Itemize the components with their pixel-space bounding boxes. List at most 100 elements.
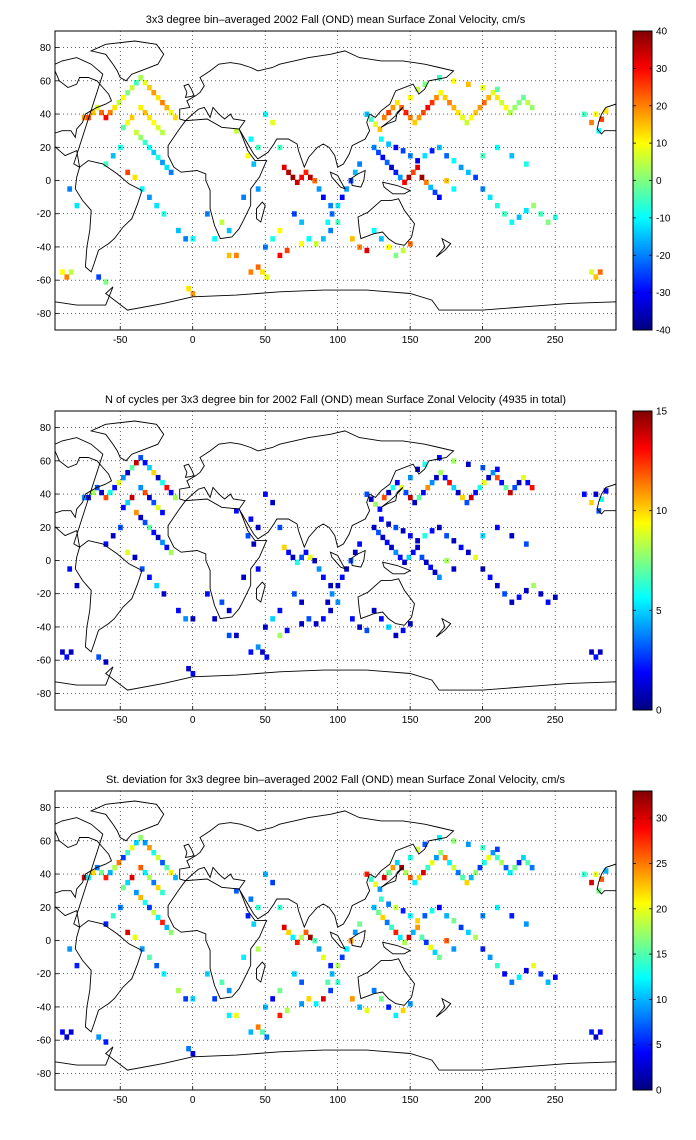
data-bin <box>447 479 452 486</box>
data-bin <box>480 186 486 192</box>
data-bin <box>110 533 116 539</box>
data-bin <box>64 274 70 280</box>
data-bin <box>299 219 305 225</box>
data-bin <box>581 111 587 117</box>
data-bin <box>357 161 362 167</box>
data-bin <box>352 549 358 556</box>
data-bin <box>129 874 135 881</box>
data-bin <box>90 869 96 876</box>
data-bin <box>499 99 505 106</box>
data-bin <box>103 874 109 881</box>
data-bin <box>107 109 113 116</box>
data-bin <box>234 888 239 894</box>
data-bin <box>465 549 471 556</box>
data-bin <box>103 114 109 121</box>
data-bin <box>307 174 313 181</box>
data-bin <box>151 849 157 856</box>
data-bin <box>138 484 144 491</box>
data-bin <box>494 466 500 473</box>
data-bin <box>74 962 80 969</box>
data-bin <box>460 874 465 881</box>
data-bin <box>138 455 144 461</box>
data-bin <box>525 99 531 106</box>
data-bin <box>234 632 239 639</box>
data-bin <box>397 934 403 941</box>
x-tick-label: 0 <box>190 715 196 726</box>
data-bin <box>468 114 474 121</box>
data-bin <box>545 219 551 225</box>
x-tick-label: 100 <box>329 715 346 726</box>
data-bin <box>477 104 483 111</box>
data-bin <box>328 582 333 589</box>
data-bin <box>260 1029 265 1035</box>
x-tick-label: -50 <box>113 715 128 726</box>
data-bin <box>394 479 400 486</box>
data-bin <box>96 1034 102 1040</box>
data-bin <box>597 269 603 275</box>
data-bin <box>306 996 312 1002</box>
x-tick-label: -50 <box>113 335 128 346</box>
data-bin <box>255 524 261 531</box>
data-bin <box>147 874 152 881</box>
data-bin <box>364 627 370 634</box>
colorbar-tick-label: 0 <box>656 1086 662 1097</box>
coastline <box>357 198 415 246</box>
data-bin <box>190 236 196 242</box>
data-bin <box>415 86 420 93</box>
data-bin <box>364 491 370 497</box>
data-bin <box>486 854 492 861</box>
data-bin <box>234 508 239 514</box>
data-bin <box>129 844 135 851</box>
data-bin <box>603 108 609 114</box>
data-bin <box>313 621 319 627</box>
data-bin <box>125 169 131 176</box>
coastline <box>89 40 165 82</box>
data-bin <box>468 494 474 501</box>
data-bin <box>436 954 442 960</box>
data-bin <box>234 252 239 259</box>
data-bin <box>416 874 422 881</box>
coastline <box>167 118 268 240</box>
data-bin <box>164 104 170 111</box>
data-bin <box>371 227 377 234</box>
data-bin <box>494 202 500 209</box>
x-tick-label: 200 <box>474 1095 491 1106</box>
data-bin <box>516 859 522 866</box>
data-bin <box>107 869 113 876</box>
data-bin <box>386 521 391 527</box>
data-bin <box>444 938 449 944</box>
y-tick-label: 20 <box>40 143 52 154</box>
data-bin <box>490 849 496 856</box>
data-bin <box>147 524 152 531</box>
data-bin <box>499 479 505 486</box>
data-bin <box>477 484 483 491</box>
coastline <box>435 237 452 258</box>
data-bin <box>593 654 599 660</box>
data-bin <box>138 864 144 871</box>
data-bin <box>164 924 170 931</box>
data-bin <box>125 879 131 886</box>
data-bin <box>425 104 431 111</box>
data-bin <box>465 461 471 468</box>
data-bin <box>371 904 377 911</box>
coastline <box>380 107 404 128</box>
data-bin <box>400 148 406 154</box>
data-bin <box>436 455 442 461</box>
data-bin <box>142 899 148 906</box>
data-bin <box>434 474 439 481</box>
data-bin <box>406 554 412 561</box>
data-bin <box>303 549 309 556</box>
data-bin <box>306 616 312 622</box>
data-bin <box>321 194 326 200</box>
data-bin <box>589 499 594 506</box>
data-bin <box>451 158 457 164</box>
y-tick-label: 40 <box>40 110 52 121</box>
data-bin <box>373 121 378 127</box>
data-bin <box>376 149 381 156</box>
data-bin <box>581 871 587 877</box>
data-bin <box>451 484 457 491</box>
data-bin <box>138 75 144 81</box>
data-bin <box>241 574 247 580</box>
data-bin <box>384 159 390 166</box>
y-tick-label: -80 <box>37 689 52 700</box>
